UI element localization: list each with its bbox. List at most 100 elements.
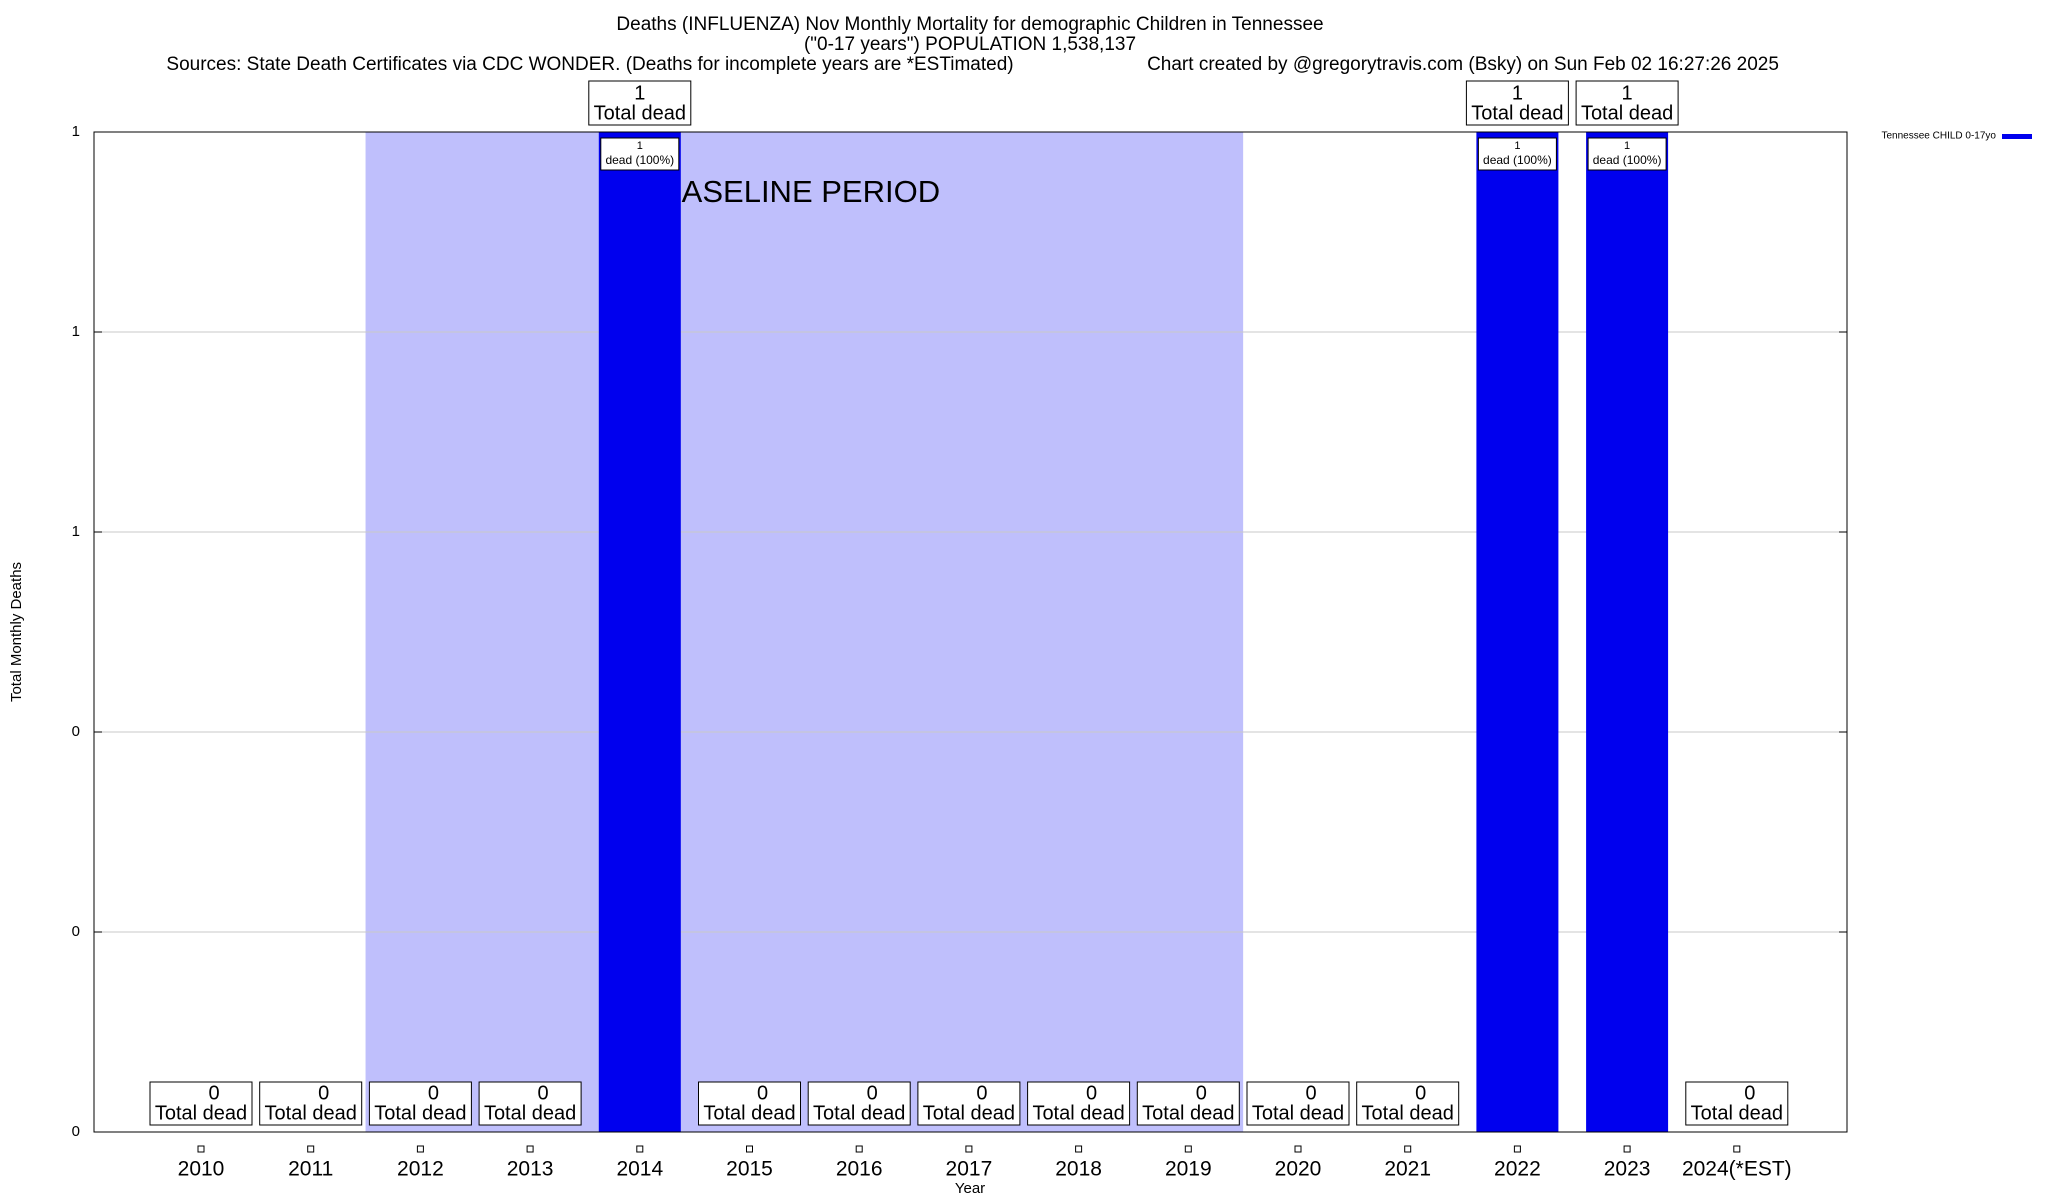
total-value: 0 — [318, 1082, 329, 1104]
x-tick — [416, 1145, 424, 1153]
total-label-box — [1685, 1081, 1789, 1126]
total-label: Total dead — [374, 1102, 466, 1124]
total-value: 0 — [867, 1082, 878, 1104]
x-tick — [1733, 1145, 1741, 1153]
y-tick-label: 0 — [72, 1123, 80, 1140]
x-tick — [526, 1145, 534, 1153]
total-label-box — [259, 1081, 363, 1126]
total-label-box — [1356, 1081, 1460, 1126]
x-tick-label: 2012 — [397, 1158, 444, 1181]
x-tick-label: 2022 — [1494, 1158, 1541, 1181]
total-value: 0 — [538, 1082, 549, 1104]
total-label: Total dead — [923, 1102, 1015, 1124]
total-label: Total dead — [1581, 102, 1673, 124]
x-axis-label: Year — [955, 1180, 985, 1197]
y-axis-label: Total Monthly Deaths — [8, 562, 25, 702]
x-tick-label: 2021 — [1384, 1158, 1431, 1181]
chart-title: Deaths (INFLUENZA) Nov Monthly Mortality… — [616, 14, 1323, 35]
x-tick — [746, 1145, 753, 1153]
total-value: 0 — [976, 1082, 987, 1104]
x-tick — [1184, 1145, 1192, 1153]
x-tick-label: 2017 — [946, 1158, 993, 1181]
total-value: 0 — [1415, 1082, 1426, 1104]
total-label-box — [698, 1081, 801, 1126]
y-tick-label: 1 — [72, 123, 80, 140]
bar — [598, 132, 681, 1132]
total-label-box — [1246, 1081, 1350, 1126]
total-label: Total dead — [484, 1102, 576, 1124]
x-tick — [965, 1145, 973, 1153]
x-tick — [1404, 1145, 1412, 1153]
x-tick-label: 2015 — [726, 1158, 773, 1181]
x-tick-label: 2013 — [507, 1158, 554, 1181]
total-value: 0 — [757, 1082, 768, 1104]
total-value: 1 — [1622, 82, 1633, 104]
x-tick — [1294, 1145, 1302, 1153]
bar-value: 1 — [1624, 140, 1630, 152]
bar-label-box — [1587, 137, 1667, 171]
bar-label-box — [600, 137, 680, 171]
bar-value: 1 — [637, 140, 643, 152]
x-tick-label: 2014 — [616, 1158, 663, 1181]
total-label-box — [1575, 80, 1679, 126]
bar-share-label: dead (100%) — [605, 153, 674, 167]
baseline-region — [365, 132, 1244, 1132]
total-value: 1 — [634, 82, 645, 104]
y-tick-label: 0 — [72, 923, 80, 940]
total-label-box — [478, 1081, 582, 1126]
bar-value: 1 — [1514, 140, 1520, 152]
total-label: Total dead — [1362, 1102, 1454, 1124]
chart-credit: Chart created by @gregorytravis.com (Bsk… — [1147, 54, 1779, 75]
x-tick — [197, 1145, 205, 1153]
x-tick-label: 2018 — [1055, 1158, 1102, 1181]
bar-share-label: dead (100%) — [1593, 153, 1662, 167]
bar-share-label: dead (100%) — [1483, 153, 1552, 167]
x-tick — [1075, 1145, 1083, 1153]
x-tick — [1623, 1145, 1631, 1153]
total-label-box — [1136, 1081, 1240, 1126]
total-label: Total dead — [1032, 1102, 1124, 1124]
y-tick-label: 0 — [72, 723, 80, 740]
total-label: Total dead — [1142, 1102, 1234, 1124]
legend-swatch — [2002, 134, 2032, 139]
total-value: 0 — [1744, 1082, 1755, 1104]
x-tick-label: 2020 — [1275, 1158, 1322, 1181]
total-label: Total dead — [155, 1102, 247, 1124]
bar — [1586, 132, 1669, 1132]
total-label-box — [368, 1081, 472, 1126]
x-tick — [636, 1145, 644, 1153]
x-tick-label: 2010 — [178, 1158, 225, 1181]
total-label: Total dead — [1691, 1102, 1783, 1124]
x-tick-label: 2019 — [1165, 1158, 1212, 1181]
total-label-box — [1027, 1081, 1131, 1126]
total-value: 0 — [1086, 1082, 1097, 1104]
bar-label-box — [1477, 137, 1557, 171]
total-value: 0 — [1305, 1082, 1316, 1104]
chart-title-line2: ("0-17 years") POPULATION 1,538,137 — [804, 34, 1136, 55]
total-label-box — [917, 1081, 1021, 1126]
chart-subtitle: Sources: State Death Certificates via CD… — [166, 54, 1013, 75]
total-label: Total dead — [594, 102, 686, 124]
plot-frame — [93, 131, 1848, 1133]
total-value: 1 — [1512, 82, 1523, 104]
total-label-box — [1465, 80, 1569, 126]
x-tick — [1513, 1145, 1521, 1153]
total-label: Total dead — [1252, 1102, 1344, 1124]
total-label-box — [807, 1081, 911, 1126]
legend-label: Tennessee CHILD 0-17yo — [1881, 131, 1996, 142]
total-label: Total dead — [703, 1102, 795, 1124]
total-value: 0 — [208, 1082, 219, 1104]
total-label-box — [588, 80, 692, 126]
x-tick-label: 2016 — [836, 1158, 883, 1181]
total-value: 0 — [1196, 1082, 1207, 1104]
baseline-label: BASELINE PERIOD — [661, 174, 940, 209]
bar — [1476, 132, 1559, 1132]
x-tick-label: 2024(*EST) — [1682, 1158, 1792, 1181]
x-tick-label: 2023 — [1604, 1158, 1651, 1181]
y-tick-label: 1 — [72, 323, 80, 340]
total-label: Total dead — [1471, 102, 1563, 124]
total-label-box — [149, 1081, 253, 1126]
y-tick-label: 1 — [72, 523, 80, 540]
x-tick — [855, 1145, 863, 1153]
